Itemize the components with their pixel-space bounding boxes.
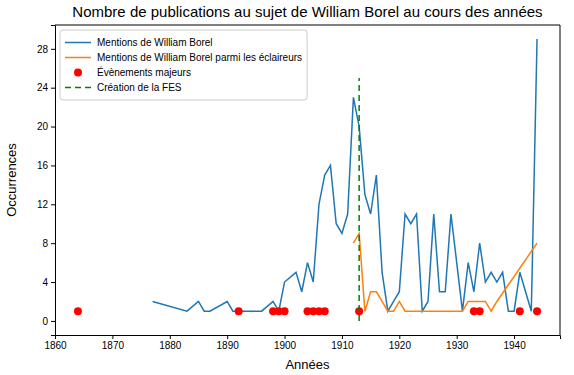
tick-mark xyxy=(399,335,400,339)
tick-label: 4 xyxy=(42,277,48,288)
title: Nombre de publications au sujet de Willi… xyxy=(72,3,542,20)
tick: 12 xyxy=(37,199,55,210)
plot-area: 1860 1870 1880 1890 1900 1910 1920 1930 1940 0 4 8 1… xyxy=(37,25,561,351)
tick-mark xyxy=(227,335,228,339)
tick: 1880 xyxy=(159,335,182,351)
tick: 1900 xyxy=(274,335,297,351)
tick-mark xyxy=(342,335,343,339)
point xyxy=(321,307,329,315)
tick: 1860 xyxy=(44,335,67,351)
tick-label: 1910 xyxy=(331,340,354,351)
tick-mark xyxy=(51,49,55,50)
legend-box xyxy=(60,30,307,100)
tick-label: 12 xyxy=(37,199,49,210)
axis-line xyxy=(51,26,56,336)
tick: 20 xyxy=(37,121,55,132)
legend-label: Création de la FES xyxy=(97,82,182,93)
frame xyxy=(560,25,561,335)
point xyxy=(476,307,484,315)
tick-mark xyxy=(51,127,55,128)
tick-label: 1870 xyxy=(102,340,125,351)
legend-label: Mentions de William Borel xyxy=(97,37,213,48)
tick: 1890 xyxy=(217,335,240,351)
x-axis: 1860 1870 1880 1890 1900 1910 1920 1930 1940 xyxy=(44,335,560,351)
tick: 1920 xyxy=(389,335,412,351)
tick-label: 20 xyxy=(37,121,49,132)
tick: 1910 xyxy=(331,335,354,351)
point xyxy=(235,307,243,315)
tick-label: 1930 xyxy=(446,340,469,351)
tick-mark xyxy=(51,88,55,89)
tick-mark xyxy=(285,335,286,339)
point xyxy=(74,307,82,315)
tick-mark xyxy=(51,204,55,205)
tick-label: 1860 xyxy=(44,340,67,351)
tick-mark xyxy=(51,165,55,166)
line xyxy=(353,233,537,311)
axis-line xyxy=(56,336,561,340)
tick-label: 1880 xyxy=(159,340,182,351)
tick-label: 8 xyxy=(42,238,48,249)
y-axis-title: Occurrences xyxy=(4,143,19,217)
tick-label: 0 xyxy=(42,316,48,327)
legend-label: Mentions de William Borel parmi les écla… xyxy=(97,52,302,63)
tick-mark xyxy=(51,282,55,283)
tick: 1870 xyxy=(102,335,125,351)
tick-mark xyxy=(514,335,515,339)
y-axis: 0 4 8 12 16 20 24 28 xyxy=(37,26,56,336)
chart: 1860 1870 1880 1890 1900 1910 1920 1930 1940 0 4 8 1… xyxy=(0,0,574,375)
line xyxy=(358,78,360,321)
tick-label: 1900 xyxy=(274,340,297,351)
x-axis-title: Années xyxy=(285,357,330,372)
legend-label: Évènements majeurs xyxy=(97,66,191,78)
point xyxy=(281,307,289,315)
point xyxy=(533,307,541,315)
frame xyxy=(55,25,560,26)
legend-marker xyxy=(74,69,82,77)
tick-mark xyxy=(51,321,55,322)
tick: 24 xyxy=(37,82,55,93)
tick-label: 1890 xyxy=(217,340,240,351)
legend: Mentions de William Borel Mentions de Wil… xyxy=(60,30,307,100)
tick: 1930 xyxy=(446,335,469,351)
tick: 28 xyxy=(37,44,55,55)
tick: 16 xyxy=(37,160,55,171)
tick-mark xyxy=(457,335,458,339)
legend-marker xyxy=(65,87,91,89)
tick-label: 1940 xyxy=(503,340,526,351)
legend-marker xyxy=(65,57,91,59)
tick-mark xyxy=(51,243,55,244)
point xyxy=(516,307,524,315)
tick-label: 24 xyxy=(37,82,49,93)
tick: 0 xyxy=(42,316,55,327)
tick-label: 1920 xyxy=(389,340,412,351)
tick-mark xyxy=(170,335,171,339)
tick-mark xyxy=(112,335,113,339)
tick-label: 28 xyxy=(37,44,49,55)
tick: 8 xyxy=(42,238,55,249)
tick: 1940 xyxy=(503,335,526,351)
tick: 4 xyxy=(42,277,55,288)
tick-label: 16 xyxy=(37,160,49,171)
legend-marker xyxy=(65,42,91,44)
